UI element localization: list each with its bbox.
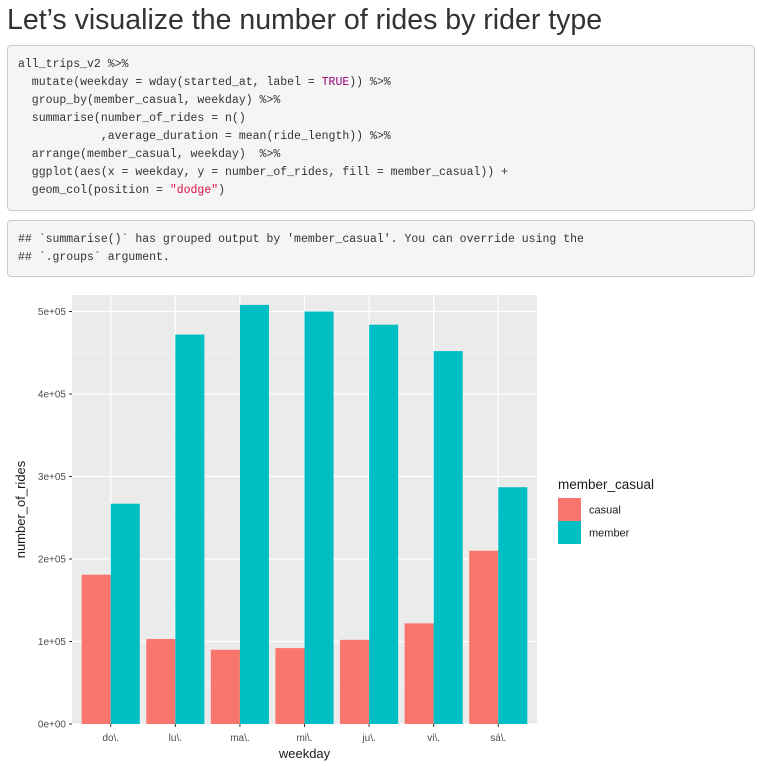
x-tick-label: ju\. [361, 733, 375, 744]
bar-member-6 [498, 487, 528, 724]
output-line: ## `summarise()` has grouped output by '… [18, 233, 584, 246]
y-tick-label: 4e+05 [38, 390, 67, 401]
y-tick-label: 5e+05 [38, 307, 67, 318]
bar-chart: 0e+00 1e+05 2e+05 3e+05 4e+05 5e+05 do\. lu\. ma… [13, 295, 654, 761]
bar-casual-2 [210, 649, 240, 724]
bar-casual-6 [469, 550, 499, 724]
bar-casual-0 [81, 574, 111, 724]
output-block: ## `summarise()` has grouped output by '… [7, 220, 755, 277]
bar-member-0 [110, 503, 140, 724]
y-tick-label: 3e+05 [38, 472, 67, 483]
bar-member-3 [304, 311, 334, 724]
legend-label-casual: casual [589, 505, 621, 517]
output-line: ## `.groups` argument. [18, 251, 170, 264]
code-line: summarise(number_of_rides = n() [18, 112, 246, 125]
code-line: all_trips_v2 %>% [18, 58, 129, 71]
x-tick-label: vi\. [427, 733, 440, 744]
legend-label-member: member [589, 528, 630, 540]
bar-casual-4 [340, 639, 370, 724]
bar-member-4 [369, 324, 399, 724]
code-line: mutate(weekday = wday(started_at, label … [18, 76, 391, 89]
x-tick-label: ma\. [230, 733, 249, 744]
legend-title: member_casual [558, 477, 654, 492]
bar-member-2 [239, 304, 269, 724]
y-tick-label: 0e+00 [38, 720, 67, 731]
bar-member-1 [175, 334, 205, 724]
bar-casual-5 [404, 623, 434, 724]
code-line: group_by(member_casual, weekday) %>% [18, 94, 281, 107]
code-line: arrange(member_casual, weekday) %>% [18, 148, 281, 161]
y-axis-title: number_of_rides [13, 460, 28, 558]
legend-key-member [558, 521, 581, 544]
x-tick-label: lu\. [169, 733, 182, 744]
x-axis-title: weekday [278, 746, 331, 761]
code-block: all_trips_v2 %>% mutate(weekday = wday(s… [7, 45, 755, 211]
x-tick-label: mi\. [296, 733, 312, 744]
legend-key-casual [558, 498, 581, 521]
bar-casual-1 [146, 639, 176, 724]
x-tick-label: sá\. [490, 733, 506, 744]
y-tick-label: 2e+05 [38, 555, 67, 566]
bar-casual-3 [275, 648, 305, 724]
code-line: ,average_duration = mean(ride_length)) %… [18, 130, 391, 143]
code-line: ggplot(aes(x = weekday, y = number_of_ri… [18, 166, 508, 179]
y-tick-label: 1e+05 [38, 637, 67, 648]
page-title: Let’s visualize the number of rides by r… [7, 4, 603, 36]
code-line: geom_col(position = "dodge") [18, 184, 226, 197]
bar-member-5 [433, 351, 463, 724]
x-tick-label: do\. [102, 733, 119, 744]
